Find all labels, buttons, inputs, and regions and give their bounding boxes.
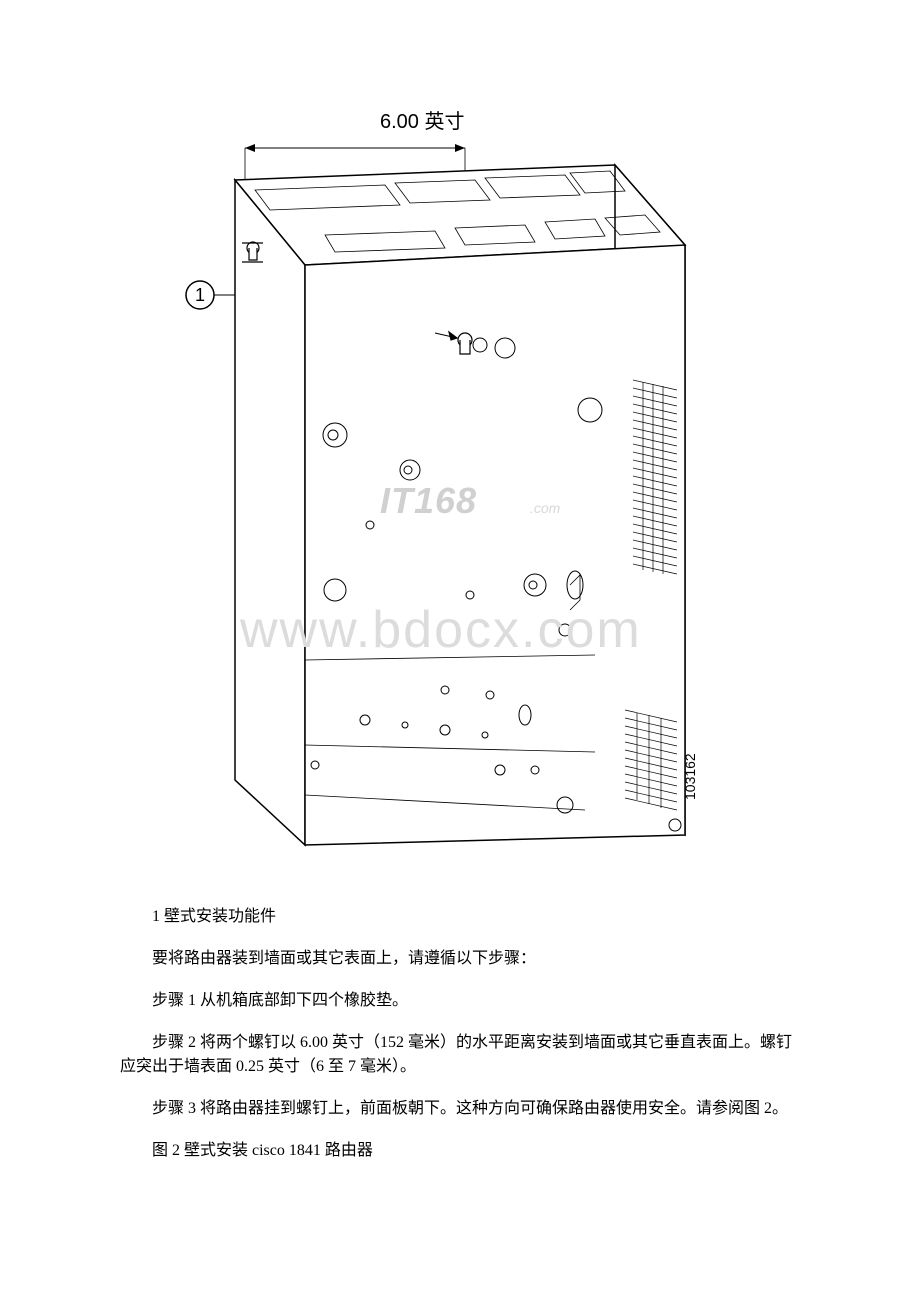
- watermark-bdocx: www.bdocx.com: [240, 600, 642, 660]
- image-id: 103162: [682, 753, 698, 800]
- text-line-5: 步骤 3 将路由器挂到螺钉上，前面板朝下。这种方向可确保路由器使用安全。请参阅图…: [120, 1097, 800, 1121]
- text-line-4: 步骤 2 将两个螺钉以 6.00 英寸（152 毫米）的水平距离安装到墙面或其它…: [120, 1031, 800, 1079]
- document-text: 1 壁式安装功能件 要将路由器装到墙面或其它表面上，请遵循以下步骤： 步骤 1 …: [120, 905, 800, 1181]
- text-line-3: 步骤 1 从机箱底部卸下四个橡胶垫。: [120, 989, 800, 1013]
- watermark-it168: IT168: [380, 480, 477, 522]
- dimension-label: 6.00 英寸: [380, 110, 464, 133]
- text-line-1: 1 壁式安装功能件: [120, 905, 800, 929]
- text-line-6: 图 2 壁式安装 cisco 1841 路由器: [120, 1139, 800, 1163]
- text-line-2: 要将路由器装到墙面或其它表面上，请遵循以下步骤：: [120, 947, 800, 971]
- watermark-it168-suffix: .com: [530, 500, 560, 516]
- svg-text:1: 1: [195, 285, 205, 305]
